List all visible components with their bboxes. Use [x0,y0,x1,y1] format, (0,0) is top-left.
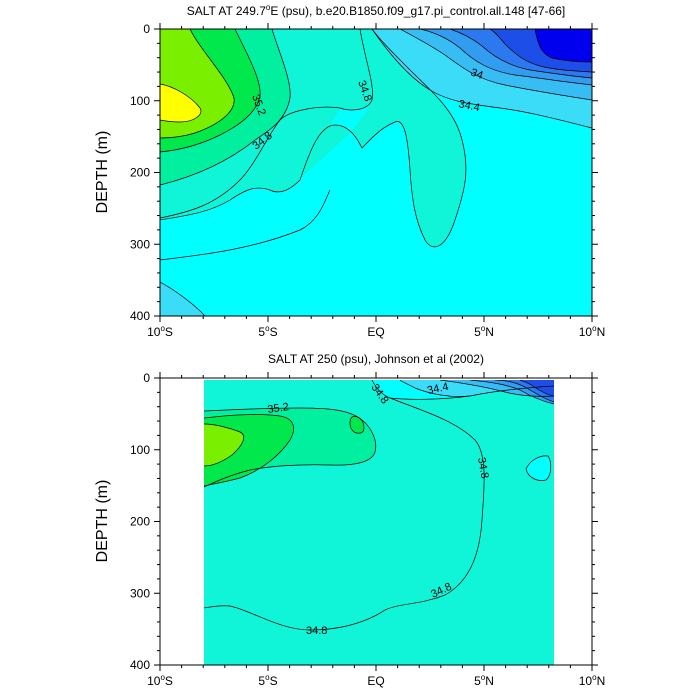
x-tick-label: EQ [367,674,384,688]
y-tick-label: 300 [130,237,150,251]
x-tick-label: 5oS [258,673,277,688]
fill-34-8-b [300,29,466,247]
panel1-contour-fill [160,29,592,316]
panel2-label-34-8-bottom: 34.8 [306,625,327,637]
x-tick-label: 10oS [147,673,173,688]
y-tick-label: 100 [130,443,150,457]
panel1-label-34-4: 34.4 [457,98,480,114]
x-tick-label: 10oN [579,673,605,688]
panel2-contour-lines [204,380,554,631]
fill2-35-4 [204,424,244,466]
y-tick-label: 300 [130,586,150,600]
fill2-34-6-east [526,455,551,481]
panel-observed: SALT AT 250 (psu), Johnson et al (2002) [94,352,605,688]
y-tick-label: 200 [130,166,150,180]
y-tick-label: 0 [143,371,150,385]
fill-34-4-sw [160,282,205,316]
fill-35-6 [160,84,201,122]
panel1-label-34: 34 [469,67,485,82]
panel2-label-35-2: 35.2 [267,401,290,416]
panel2-label-34-4: 34.4 [426,381,449,397]
panel2-axes: 10oS 5oS EQ 5oN 10oN 0 100 200 300 400 [130,371,605,688]
panel-model: SALT AT 249.7oE (psu), b.e20.B1850.f09_g… [94,3,605,339]
panel1-title: SALT AT 249.7oE (psu), b.e20.B1850.f09_g… [187,3,566,18]
y-tick-label: 400 [130,309,150,323]
fill-34-8-c [160,107,340,220]
x-tick-label: 5oN [474,324,494,339]
panel1-contour-lines [160,29,592,316]
x-tick-label: 10oN [579,324,605,339]
fill-33-4 [535,29,592,62]
x-tick-label: EQ [367,325,384,339]
panel1-ylabel: DEPTH (m) [94,131,111,214]
panel1-axes: 10oS 5oS EQ 5oN 10oN 0 100 200 300 400 [130,22,605,339]
x-tick-label: 10oS [147,324,173,339]
panel2-contour-fill [204,380,554,665]
x-tick-label: 5oN [474,673,494,688]
fill2-33-6 [520,380,554,396]
x-tick-label: 5oS [258,324,277,339]
y-tick-label: 200 [130,515,150,529]
panel2-title: SALT AT 250 (psu), Johnson et al (2002) [268,352,484,366]
panel2-ylabel: DEPTH (m) [94,480,111,563]
y-tick-label: 400 [130,658,150,672]
y-tick-label: 0 [143,22,150,36]
fill2-35-0-eye [349,416,364,434]
panel2-label-34-8-east: 34.8 [475,456,491,479]
y-tick-label: 100 [130,94,150,108]
